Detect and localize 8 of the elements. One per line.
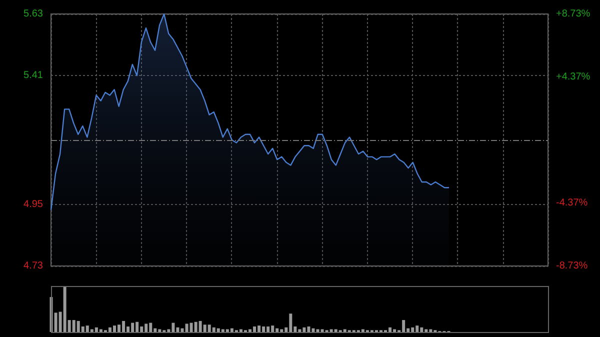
y2-tick-label: -4.37%	[556, 198, 588, 209]
y-tick-label: 5.41	[24, 70, 44, 82]
y2-tick-label: -8.73%	[556, 260, 588, 272]
y-tick-label: 4.73	[24, 260, 44, 272]
y2-tick-label: +4.37%	[556, 71, 590, 82]
y-tick-label: 4.95	[24, 198, 44, 210]
y2-tick-label: +8.73%	[556, 8, 590, 20]
y-tick-label: 5.63	[24, 8, 44, 20]
